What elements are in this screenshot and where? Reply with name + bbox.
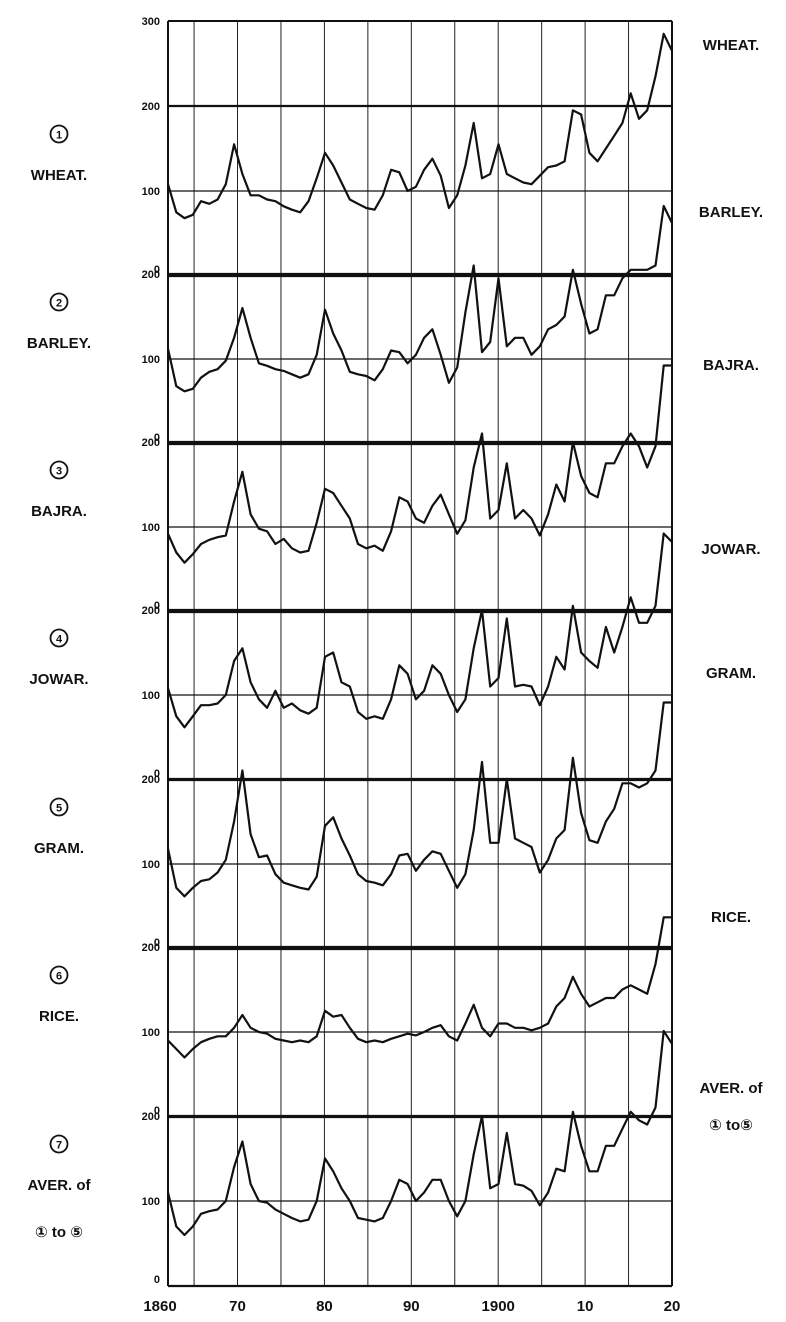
panel-number-icon: 2 [49,292,69,312]
series-line-7 [166,1029,673,1237]
panel-number-icon: 1 [49,124,69,144]
y-tick-label: 0 [154,264,160,276]
right-label: BARLEY. [699,204,763,221]
y-tick-label: 0 [154,937,160,949]
y-tick-label: 200 [142,437,160,449]
right-label: RICE. [711,909,751,926]
panel-number: 2 [56,298,62,310]
series-line-2 [166,204,673,393]
left-label: BARLEY. [27,335,91,352]
series-lines [166,32,673,1237]
right-label: JOWAR. [701,541,760,558]
y-tick-label: 0 [154,432,160,444]
x-tick-label: 1900 [482,1298,515,1315]
x-tick-label: 90 [403,1298,420,1315]
left-label: AVER. of [27,1177,91,1194]
y-tick-label: 0 [154,600,160,612]
panel-number: 6 [56,971,62,983]
y-tick-label: 100 [142,354,160,366]
y-tick-label: 100 [142,859,160,871]
left-label: JOWAR. [29,671,88,688]
y-tick-label: 100 [142,186,160,198]
panel-number: 1 [56,130,62,142]
x-tick-label: 10 [577,1298,594,1315]
panel-number-icon: 3 [49,460,69,480]
series-line-4 [166,532,673,729]
grid [167,20,673,1288]
y-tick-label: 200 [142,605,160,617]
x-tick-label: 1860 [143,1298,176,1315]
y-tick-labels: 3000100200010020001002000100200010020001… [142,16,160,1286]
right-label-line2: ① to⑤ [709,1117,753,1134]
panel-number-icon: 4 [49,628,69,648]
right-label: AVER. of [699,1080,763,1097]
series-line-1 [166,32,673,220]
y-tick-label: 300 [142,16,160,28]
panel-number: 7 [56,1140,62,1152]
series-line-6 [167,916,672,1059]
left-label: RICE. [39,1008,79,1025]
y-tick-label: 100 [142,1027,160,1039]
panel-number: 3 [56,466,62,478]
x-tick-labels: 1860 70 80 90 1900 10 20 [143,1298,680,1315]
series-line-3 [166,364,672,564]
y-tick-label: 200 [142,1111,160,1123]
panel-number: 4 [56,634,63,646]
x-tick-label: 80 [316,1298,333,1315]
panel-number: 5 [56,803,62,815]
x-tick-label: 20 [664,1298,681,1315]
y-tick-label: 100 [142,522,160,534]
left-label: WHEAT. [31,167,87,184]
y-tick-label: 0 [154,1105,160,1117]
y-tick-label: 0 [154,1274,160,1286]
left-label: GRAM. [34,840,84,857]
left-label: BAJRA. [31,503,87,520]
y-tick-label: 0 [154,768,160,780]
panel-number-icon: 5 [49,797,69,817]
right-panel-labels: WHEAT. BARLEY. BAJRA. JOWAR. GRAM. RICE. AVER.… [699,37,764,1134]
panel-number-icon: 6 [49,965,69,985]
y-tick-label: 100 [142,690,160,702]
y-tick-label: 200 [142,774,160,786]
right-label: WHEAT. [703,37,759,54]
y-tick-label: 200 [142,269,160,281]
x-tick-label: 70 [229,1298,246,1315]
right-label: BAJRA. [703,357,759,374]
left-panel-labels: 1 WHEAT. 2 BARLEY. 3 BAJRA. 4 JOWAR. 5 GRAM. 6 RICE… [27,124,92,1241]
panel-number-icon: 7 [49,1134,69,1154]
series-line-5 [166,701,672,898]
y-tick-label: 100 [142,1196,160,1208]
y-tick-label: 200 [142,101,160,113]
right-label: GRAM. [706,665,756,682]
y-tick-label: 200 [142,942,160,954]
left-label-line2: ① to ⑤ [35,1224,83,1241]
